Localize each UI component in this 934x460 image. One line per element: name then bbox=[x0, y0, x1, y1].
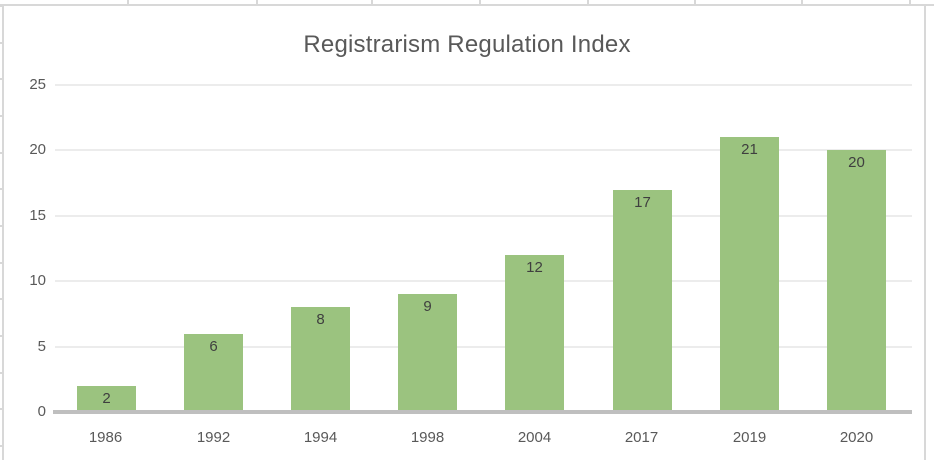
worksheet-gridline bbox=[909, 0, 911, 4]
bar-value-label: 17 bbox=[634, 194, 651, 211]
bar[interactable]: 12 bbox=[505, 255, 564, 412]
worksheet-gridline bbox=[256, 0, 258, 4]
chart-title: Registrarism Regulation Index bbox=[303, 31, 631, 58]
bar[interactable]: 17 bbox=[613, 190, 672, 412]
bar[interactable]: 2 bbox=[77, 386, 136, 412]
gridline bbox=[55, 214, 912, 217]
x-axis-tick-label: 2017 bbox=[624, 429, 659, 446]
x-axis-tick-label: 2019 bbox=[732, 429, 767, 446]
worksheet-gridline bbox=[0, 4, 934, 6]
gridline bbox=[55, 345, 912, 348]
bar[interactable]: 21 bbox=[720, 137, 779, 412]
bar-value-label: 20 bbox=[848, 154, 865, 171]
x-axis-tick-label: 1994 bbox=[303, 429, 338, 446]
x-axis-tick-label: 1986 bbox=[88, 429, 123, 446]
bar-value-label: 21 bbox=[741, 141, 758, 158]
y-axis-tick-label: 5 bbox=[37, 337, 46, 355]
worksheet-gridline bbox=[127, 0, 129, 4]
gridline bbox=[55, 149, 912, 152]
bar-value-label: 6 bbox=[209, 338, 218, 355]
bar-value-label: 9 bbox=[423, 298, 432, 315]
bar-value-label: 8 bbox=[316, 311, 325, 328]
y-axis-tick-label: 15 bbox=[29, 206, 46, 224]
x-axis-tick-label: 1998 bbox=[410, 429, 445, 446]
y-axis-tick-label: 0 bbox=[37, 403, 46, 420]
x-axis-tick-label: 2004 bbox=[517, 429, 552, 446]
worksheet-gridline bbox=[587, 0, 589, 4]
bar[interactable]: 20 bbox=[827, 150, 886, 412]
worksheet-gridline bbox=[479, 0, 481, 4]
chart-area[interactable]: Registrarism Regulation Index 0 5 10 15 20 25… bbox=[3, 5, 925, 460]
x-axis-tick-label: 2020 bbox=[839, 429, 874, 446]
y-axis-tick-label: 25 bbox=[29, 76, 46, 93]
gridline bbox=[55, 84, 912, 86]
x-axis-line bbox=[53, 410, 912, 414]
bar[interactable]: 6 bbox=[184, 334, 243, 412]
bar[interactable]: 9 bbox=[398, 294, 457, 412]
y-axis-tick-label: 20 bbox=[29, 141, 46, 159]
chart-border-right bbox=[924, 4, 926, 460]
worksheet-gridline bbox=[801, 0, 803, 4]
gridline bbox=[55, 280, 912, 283]
x-axis-tick-label: 1992 bbox=[196, 429, 231, 446]
bar-value-label: 2 bbox=[102, 390, 111, 407]
chart-border-left bbox=[2, 4, 4, 460]
bar-value-label: 12 bbox=[526, 259, 543, 276]
y-axis-tick-label: 10 bbox=[29, 272, 46, 290]
worksheet-gridline bbox=[694, 0, 696, 4]
worksheet-gridline bbox=[371, 0, 373, 4]
bar[interactable]: 8 bbox=[291, 307, 350, 412]
